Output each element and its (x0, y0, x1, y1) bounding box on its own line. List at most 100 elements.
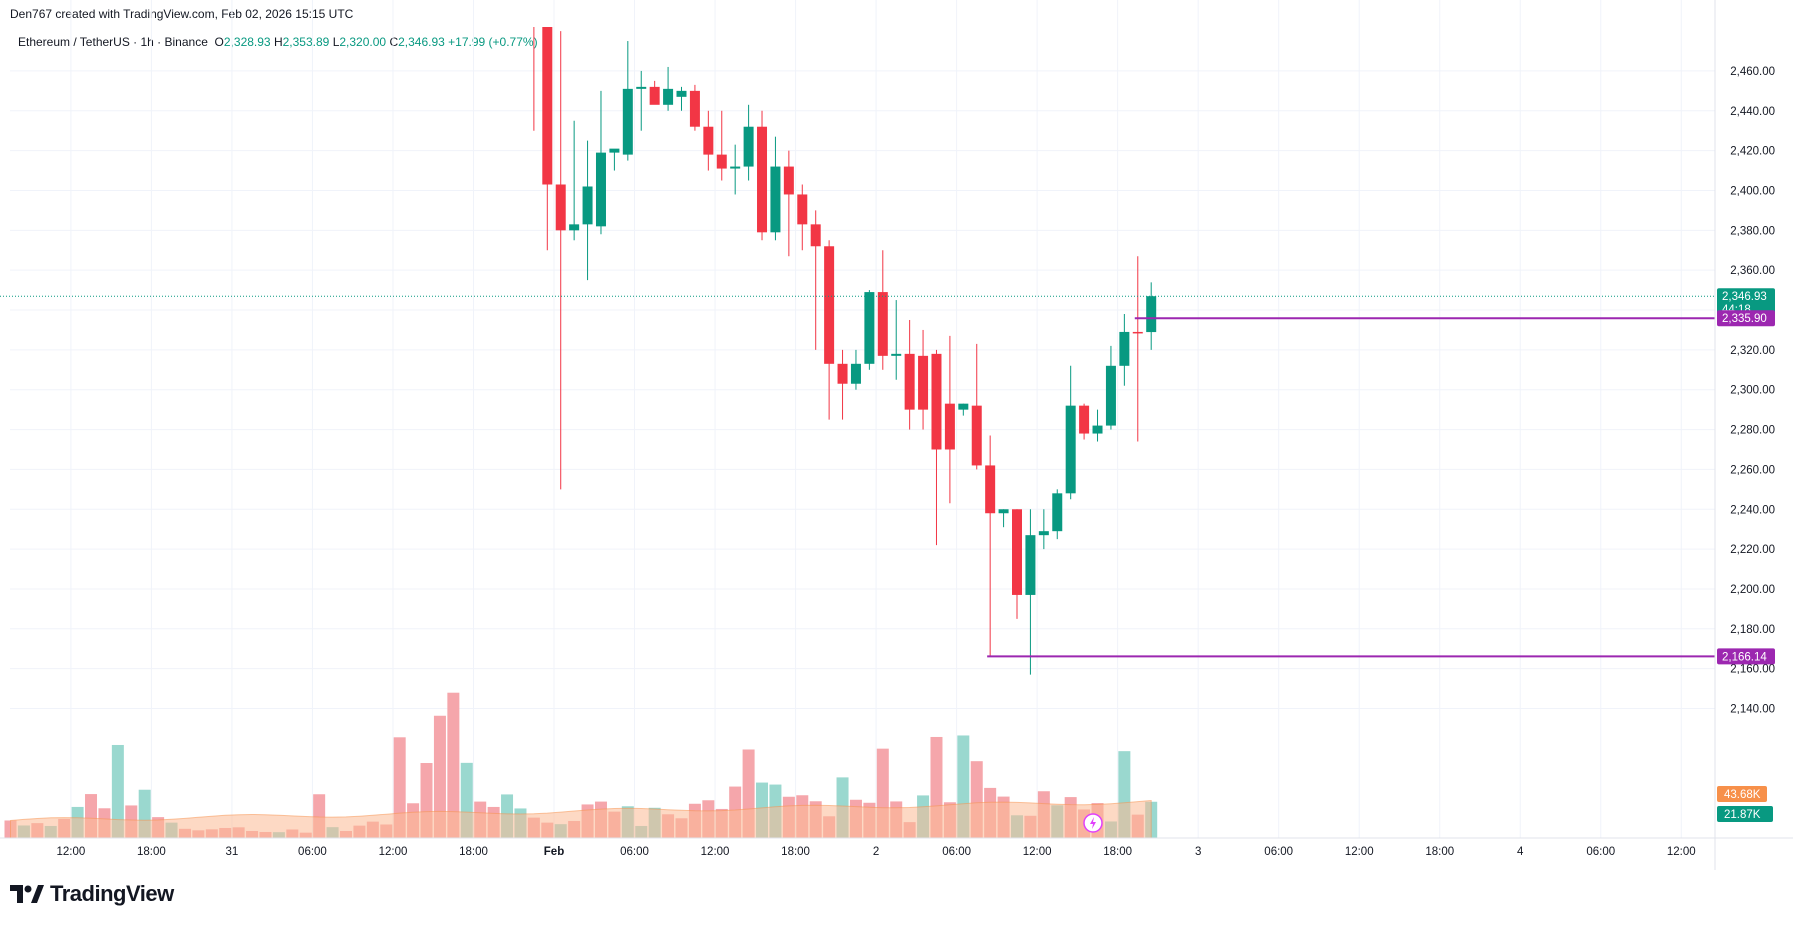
time-tick-label: 18:00 (1425, 846, 1454, 858)
time-tick-label: 4 (1517, 846, 1524, 858)
time-tick-label: 06:00 (620, 846, 649, 858)
legend-symbol[interactable]: Ethereum / TetherUS · 1h · Binance (18, 35, 208, 49)
chart-credit: Den767 created with TradingView.com, Feb… (10, 7, 354, 21)
time-tick-label: 18:00 (459, 846, 488, 858)
last-price-badge (1717, 288, 1775, 317)
candle-body (810, 224, 821, 247)
candle-body (770, 166, 781, 233)
volume-ma-area (10, 799, 1152, 839)
last-price-badge-value: 2,346.93 (1722, 291, 1767, 303)
candle-body (1105, 365, 1116, 426)
price-badges: 2,346.9344:182,335.902,166.1443.68K21.87… (1717, 288, 1775, 822)
volume-ma-badge (1717, 786, 1767, 802)
level-badge (1717, 310, 1775, 327)
symbol-legend: Ethereum / TetherUS · 1h · Binance O 2,32… (16, 34, 540, 50)
flash-icon[interactable] (1083, 813, 1103, 833)
candle-body (663, 88, 674, 105)
volume-bar (447, 692, 460, 838)
legend-low-label: L (332, 35, 340, 49)
candle-body (1146, 296, 1157, 333)
volume-ma-badge-value: 43.68K (1724, 789, 1761, 801)
volume-badge (1717, 806, 1773, 822)
price-tick-label: 2,400.00 (1730, 185, 1775, 197)
candle-body (569, 224, 580, 231)
candle-body (1119, 331, 1130, 366)
time-tick-label: 18:00 (137, 846, 166, 858)
tradingview-logo[interactable]: TradingView (10, 881, 174, 907)
candles (529, 0, 1157, 675)
candle-body (649, 86, 660, 105)
level-badge (1717, 648, 1775, 665)
price-tick-label: 2,420.00 (1730, 146, 1775, 158)
candle-body (944, 403, 955, 450)
time-tick-label: 2 (873, 846, 879, 858)
candle-body (998, 509, 1009, 514)
price-tick-label: 2,300.00 (1730, 385, 1775, 397)
time-tick-label: 06:00 (1264, 846, 1293, 858)
candle-body (609, 148, 620, 153)
candle-body (1038, 531, 1049, 536)
time-tick-label: 12:00 (379, 846, 408, 858)
volume-bar (433, 715, 446, 838)
legend-high-value: 2,353.89 (282, 35, 330, 49)
candle-body (971, 405, 982, 466)
price-tick-label: 2,200.00 (1730, 584, 1775, 596)
candle-body (529, 0, 539, 25)
time-tick-label: 06:00 (1586, 846, 1615, 858)
price-tick-label: 2,160.00 (1730, 664, 1775, 676)
time-tick-label: 18:00 (781, 846, 810, 858)
candle-body (1052, 493, 1063, 532)
candle-body (1132, 331, 1143, 334)
volume-badge-value: 21.87K (1724, 809, 1761, 821)
candle-body (877, 292, 888, 356)
price-axis: 2,140.00 2,160.00 2,180.00 2,200.00 2,220.00… (1730, 66, 1775, 716)
time-tick-label: 12:00 (1345, 846, 1374, 858)
horizontal-levels[interactable] (987, 317, 1715, 658)
time-tick-label: 06:00 (942, 846, 971, 858)
price-tick-label: 2,180.00 (1730, 624, 1775, 636)
price-tick-label: 2,440.00 (1730, 106, 1775, 118)
tradingview-logo-icon (10, 885, 44, 903)
tradingview-wordmark: TradingView (50, 881, 174, 906)
candle-body (904, 353, 915, 410)
candle-body (797, 194, 808, 225)
candle-body (716, 154, 727, 169)
candle-body (1092, 425, 1103, 434)
price-tick-label: 2,220.00 (1730, 544, 1775, 556)
legend-low-value: 2,320.00 (339, 35, 387, 49)
candle-body (824, 246, 835, 364)
candle-body (850, 363, 861, 384)
time-tick-label: 31 (226, 846, 239, 858)
candle-body (622, 88, 633, 155)
price-tick-label: 2,140.00 (1730, 704, 1775, 716)
candle-body (676, 90, 687, 97)
price-tick-label: 2,320.00 (1730, 345, 1775, 357)
time-axis[interactable]: 12:00 18:00 31 06:00 12:00 18:00 Feb 06:00 12:00… (56, 846, 1695, 858)
price-tick-label: 2,360.00 (1730, 265, 1775, 277)
candle-body (703, 126, 714, 155)
volume-bar (111, 744, 124, 838)
level-badge-value: 2,335.90 (1722, 313, 1767, 325)
candle-body (555, 184, 566, 231)
candle-body (837, 363, 848, 384)
level-badge-value: 2,166.14 (1722, 651, 1767, 663)
candle-body (918, 355, 929, 410)
legend-open-label: O (214, 35, 224, 49)
candle-body (743, 126, 754, 167)
legend-close-label: C (389, 35, 399, 49)
candle-body (582, 186, 593, 225)
candle-body (757, 126, 768, 233)
grid-lines (10, 0, 1715, 838)
price-tick-label: 2,260.00 (1730, 464, 1775, 476)
price-axis-bg[interactable] (1715, 0, 1793, 870)
candle-body (931, 353, 942, 450)
time-tick-label: 18:00 (1103, 846, 1132, 858)
candle-body (958, 403, 969, 410)
time-tick-label: 12:00 (1023, 846, 1052, 858)
candle-body (864, 292, 875, 364)
price-tick-label: 2,240.00 (1730, 504, 1775, 516)
candle-body (595, 152, 606, 227)
time-tick-label: 12:00 (56, 846, 85, 858)
candle-body (1012, 509, 1022, 595)
